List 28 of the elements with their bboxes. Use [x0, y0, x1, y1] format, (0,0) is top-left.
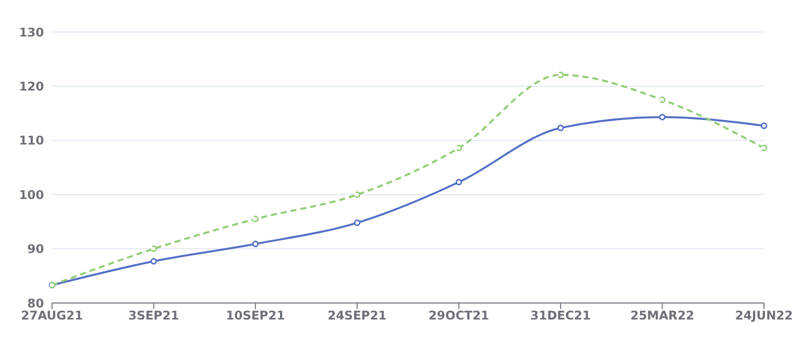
point — [252, 240, 259, 248]
y-tick-label: 80 — [27, 296, 44, 310]
x-tick-label: 24SEP21 — [328, 308, 387, 323]
point — [659, 96, 666, 103]
x-tick-label: 25MAR22 — [630, 308, 694, 323]
point — [354, 220, 360, 226]
point — [760, 122, 768, 130]
point — [252, 216, 259, 222]
point — [354, 191, 360, 198]
y-tick-label: 100 — [18, 188, 44, 202]
y-tick-label: 110 — [18, 134, 44, 148]
point — [150, 246, 157, 252]
x-tick-label: 10SEP21 — [226, 308, 285, 323]
point — [456, 178, 462, 186]
point — [456, 144, 462, 152]
point — [659, 114, 666, 120]
y-tick-label: 130 — [18, 25, 44, 40]
point — [557, 72, 564, 78]
x-tick-label: 3SEP21 — [128, 308, 180, 323]
point — [150, 258, 157, 265]
point — [557, 124, 564, 132]
x-tick-label: 24JUN22 — [735, 308, 793, 323]
x-tick-label: 31DEC21 — [530, 308, 591, 323]
point — [760, 144, 768, 152]
y-tick-label: 120 — [18, 79, 44, 94]
x-tick-label: 27AUG21 — [21, 308, 83, 323]
x-tick-label: 29OCT21 — [428, 308, 490, 323]
y-tick-label: 90 — [27, 242, 44, 256]
